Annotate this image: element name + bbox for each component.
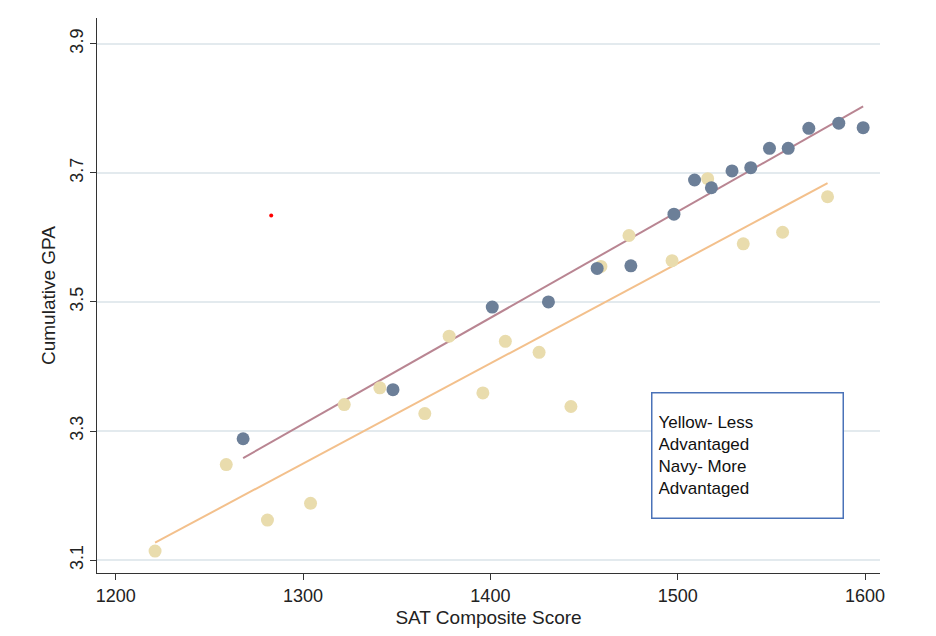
svg-text:SAT Composite Score: SAT Composite Score — [395, 607, 581, 628]
svg-text:3.5: 3.5 — [67, 287, 87, 312]
svg-text:1200: 1200 — [96, 586, 136, 606]
svg-text:1600: 1600 — [845, 586, 885, 606]
svg-text:Cumulative GPA: Cumulative GPA — [38, 226, 59, 365]
svg-text:3.9: 3.9 — [67, 29, 87, 54]
svg-text:1400: 1400 — [470, 586, 510, 606]
svg-text:1500: 1500 — [658, 586, 698, 606]
svg-text:3.7: 3.7 — [67, 158, 87, 183]
svg-text:3.3: 3.3 — [67, 416, 87, 441]
svg-text:1300: 1300 — [283, 586, 323, 606]
svg-text:3.1: 3.1 — [67, 545, 87, 570]
svg-text:Yellow- LessAdvantagedNavy- Mo: Yellow- LessAdvantagedNavy- MoreAdvantag… — [659, 413, 754, 498]
